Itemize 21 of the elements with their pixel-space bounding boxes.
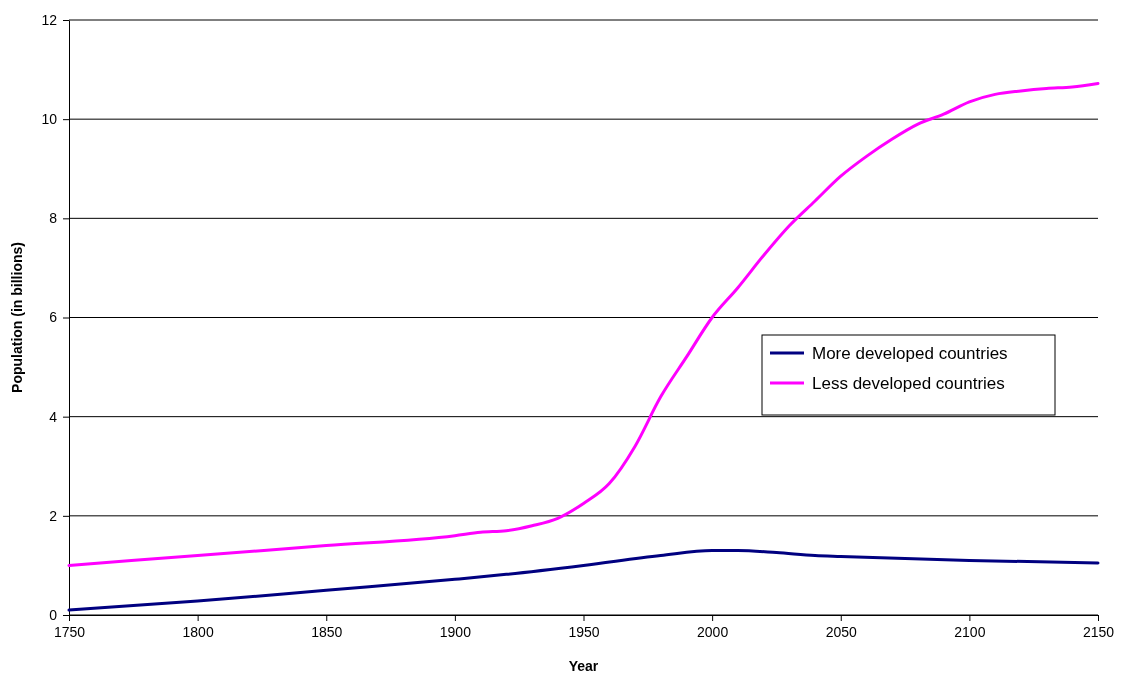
- legend-label: Less developed countries: [812, 374, 1005, 393]
- x-tick-label: 2050: [825, 623, 858, 640]
- x-axis-title: Year: [568, 658, 599, 674]
- x-tick-label: 2000: [697, 623, 729, 640]
- y-tick-label: 0: [49, 606, 58, 623]
- y-tick-label: 6: [49, 309, 58, 326]
- y-tick-label: 10: [41, 111, 58, 128]
- x-tick-label: 2100: [954, 623, 986, 640]
- y-tick-label: 2: [49, 507, 58, 524]
- x-tick-label: 1800: [182, 623, 214, 640]
- y-tick-label: 12: [41, 11, 58, 28]
- x-tick-label: 1900: [439, 623, 472, 640]
- line-series: [67, 549, 1100, 612]
- y-tick-label: 4: [49, 408, 58, 425]
- y-axis-title: Population (in billions): [9, 242, 25, 393]
- x-tick-label: 1950: [568, 623, 600, 640]
- x-tick-label: 1850: [311, 623, 343, 640]
- y-tick-label: 8: [49, 210, 58, 227]
- legend-label: More developed countries: [812, 344, 1008, 363]
- x-tick-label: 2150: [1082, 623, 1115, 640]
- x-tick-label: 1750: [53, 623, 86, 640]
